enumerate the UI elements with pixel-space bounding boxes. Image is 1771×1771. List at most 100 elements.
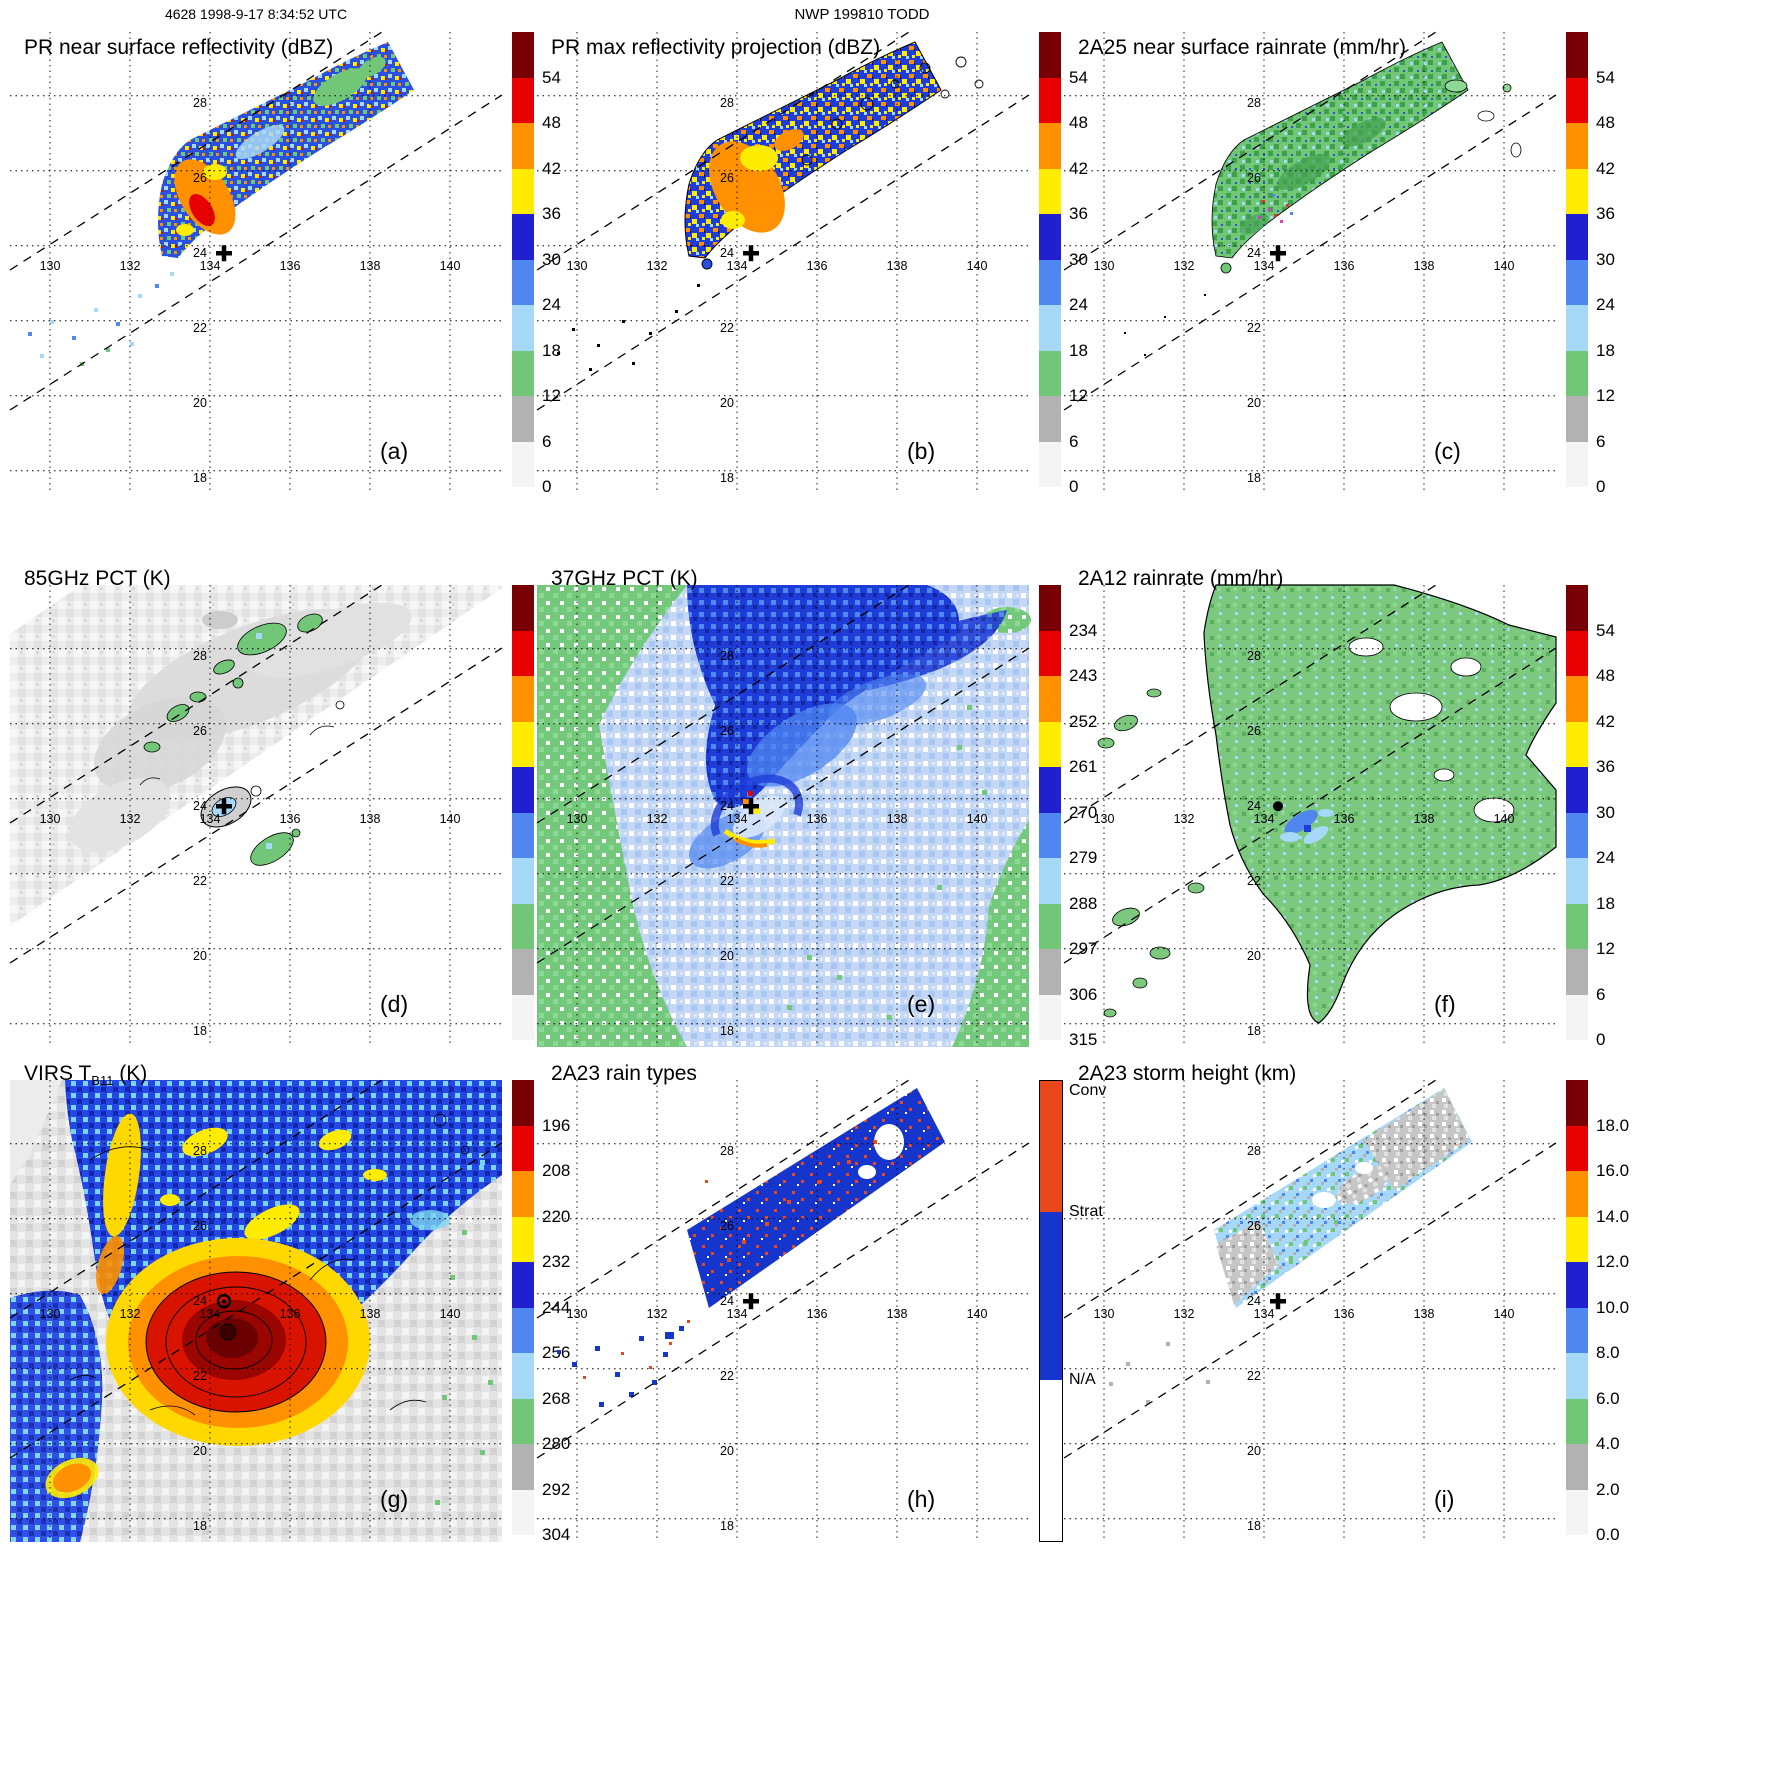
colorbar-tick-label: 54	[1069, 67, 1088, 87]
colorbar-segment	[1039, 259, 1061, 305]
panel-letter: (g)	[380, 1486, 409, 1512]
colorbar-segment	[512, 721, 534, 767]
colorbar-gradient	[1039, 1080, 1063, 1542]
swath-edge-line	[1063, 1142, 1557, 1459]
colorbar-segment	[1039, 441, 1061, 487]
lon-label: 130	[40, 812, 61, 826]
colorbar-segment	[512, 630, 534, 676]
colorbar-tick-label: 261	[1069, 757, 1098, 776]
swath-edge-line	[536, 584, 910, 824]
colorbar-segment	[512, 858, 534, 904]
lat-label: 22	[193, 321, 207, 335]
colorbar-segment	[1566, 441, 1588, 487]
colorbar-tick-label: 48	[1069, 113, 1088, 132]
colorbar-segment	[512, 903, 534, 949]
data-art	[1109, 1088, 1472, 1404]
lat-label: 26	[720, 724, 734, 738]
colorbar-segment	[1566, 350, 1588, 396]
swath-edge-line	[9, 584, 383, 824]
colorbar-tick-label: 6	[1069, 431, 1079, 451]
lat-label: 18	[1247, 471, 1261, 485]
lat-label: 22	[193, 874, 207, 888]
swath-edge-line	[536, 31, 910, 271]
lat-label: 24	[193, 246, 207, 260]
colorbar-tick-label: 244	[542, 1297, 571, 1317]
storm-center-marker	[216, 1294, 232, 1309]
panel-title: PR max reflectivity projection (dBZ)	[551, 36, 880, 60]
colorbar-tick-label: 0	[542, 477, 552, 496]
panel-title: 2A23 storm height (km)	[1078, 1062, 1296, 1086]
colorbar: 18.0 16.0 14.0 12.0 10.0 8.0 6.0 4.0 2.0 0.0	[1566, 1080, 1651, 1545]
lon-label: 138	[360, 812, 381, 826]
lat-label: 18	[1247, 1024, 1261, 1038]
lat-label: 20	[193, 949, 207, 963]
colorbar-segment	[512, 1216, 534, 1262]
lat-label: 26	[1247, 171, 1261, 185]
colorbar-segment	[1566, 123, 1588, 169]
colorbar-segment	[1039, 168, 1061, 214]
panel-title-text: 2A23 rain types	[551, 1062, 697, 1085]
lat-label: 28	[720, 1144, 734, 1158]
colorbar-segment	[1566, 1171, 1588, 1217]
colorbar-tick-label: 24	[1596, 295, 1615, 314]
lat-label: 28	[720, 649, 734, 663]
panel-title: 37GHz PCT (K)	[551, 567, 698, 591]
colorbar-segment	[512, 1171, 534, 1217]
colorbar-tick-label: 12.0	[1596, 1252, 1630, 1271]
storm-center-marker	[743, 1293, 759, 1310]
map-h: 130 132 134 136 138 140 28 26 24 22 20 18	[536, 1079, 1030, 1542]
lon-label: 130	[567, 1307, 588, 1321]
lon-label: 138	[360, 1307, 381, 1321]
lon-label: 136	[807, 812, 828, 826]
colorbar: Conv Strat N/A	[1039, 1080, 1124, 1545]
lon-label: 140	[967, 812, 988, 826]
lon-label: 132	[647, 1307, 668, 1321]
panel-h: 2A23 rain types	[536, 1062, 1124, 1560]
colorbar-tick-label: 2.0	[1596, 1479, 1620, 1499]
lon-label: 134	[200, 812, 221, 826]
swath-edge-line	[9, 31, 383, 271]
swath-edge-line	[1063, 1079, 1437, 1319]
overlay-layer: 130 132 134 136 138 140 28 26 24 22 20 18	[9, 31, 503, 485]
lon-label: 130	[567, 259, 588, 273]
colorbar-tick-label: 6	[1596, 984, 1606, 1004]
colorbar-segment	[1039, 812, 1061, 858]
colorbar: 54 48 42 36 30 24 18 12 6 0	[512, 32, 597, 497]
colorbar-tick-label: 279	[1069, 848, 1098, 867]
colorbar-tick-label: 220	[542, 1206, 571, 1226]
colorbar-segment	[1040, 1379, 1062, 1541]
colorbar-segment	[512, 123, 534, 169]
map-c: 130 132 134 136 138 140 28 26 24 22 20 18	[1063, 31, 1557, 494]
map-g: 130 132 134 136 138 140 28 26 24 22 20 18	[9, 1079, 503, 1542]
rain-type-category-label: Conv	[1069, 1082, 1107, 1099]
lon-label: 130	[1094, 259, 1115, 273]
colorbar-segment	[1566, 1216, 1588, 1262]
lat-label: 26	[720, 1219, 734, 1233]
lon-label: 136	[807, 259, 828, 273]
panel-f: 2A12 rainrate (mm/hr)	[1063, 567, 1649, 1065]
data-art	[1124, 41, 1522, 356]
lon-label: 138	[887, 259, 908, 273]
colorbar-tick-label: 0.0	[1596, 1525, 1620, 1544]
lat-label: 26	[1247, 1219, 1261, 1233]
panel-title: 2A23 rain types	[551, 1062, 697, 1086]
lat-label: 28	[1247, 96, 1261, 110]
panel-letter: (i)	[1434, 1486, 1455, 1512]
lat-label: 20	[720, 1444, 734, 1458]
panel-title-text: 37GHz PCT (K)	[551, 567, 698, 590]
colorbar-segment	[512, 1353, 534, 1399]
grid-layer	[537, 585, 1029, 1047]
panel-b: PR max reflectivity projection (dBZ) 130…	[536, 31, 1122, 512]
colorbar-segment	[1566, 1444, 1588, 1490]
lat-label: 24	[193, 799, 207, 813]
colorbar-segment	[1039, 949, 1061, 995]
lat-label: 26	[193, 1219, 207, 1233]
panel-i: 2A23 storm height (km) 130 132 134 136 138 14…	[1063, 1062, 1651, 1560]
lon-label: 134	[727, 1307, 748, 1321]
overlay-layer: 130 132 134 136 138 140 28 26 24 22 20 18	[536, 584, 1030, 1038]
map-e: 130 132 134 136 138 140 28 26 24 22 20 18	[536, 584, 1031, 1047]
lon-label: 136	[1334, 259, 1355, 273]
panel-title-text: 2A23 storm height (km)	[1078, 1062, 1297, 1085]
lat-label: 24	[193, 1294, 207, 1308]
